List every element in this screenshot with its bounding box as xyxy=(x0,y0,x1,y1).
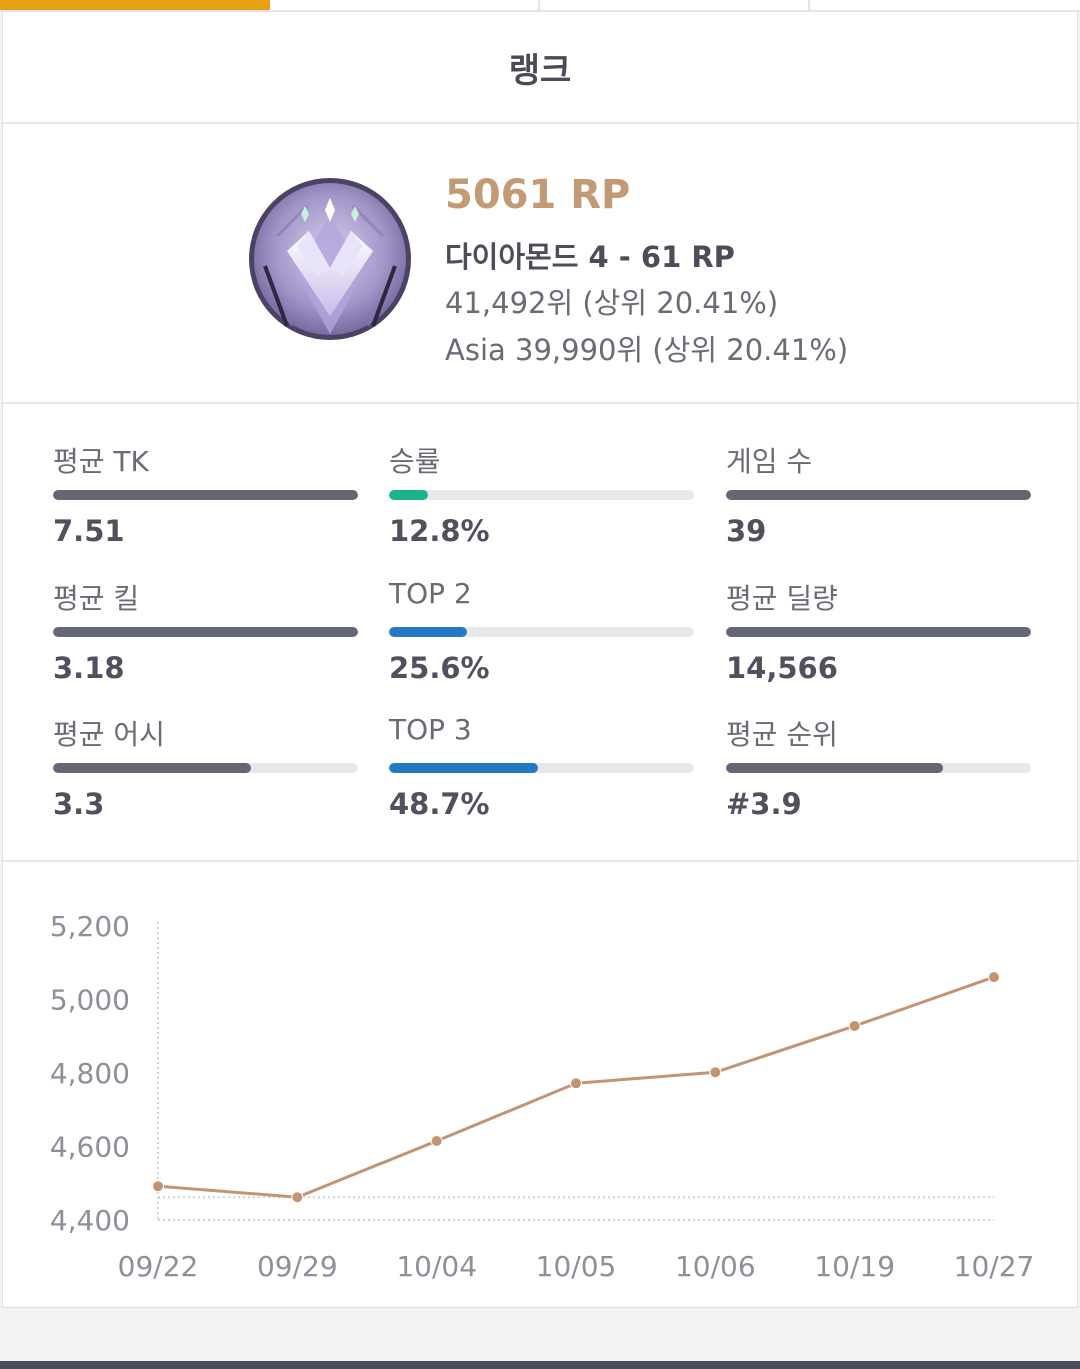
tier-name: 다이아몬드 4 - 61 RP xyxy=(445,240,735,274)
stat-bar xyxy=(726,490,1031,500)
x-tick-label: 09/22 xyxy=(118,1250,199,1283)
region-rank: Asia 39,990위 (상위 20.41%) xyxy=(445,333,849,367)
top-tab-strip xyxy=(0,0,1080,12)
stat-value: 48.7% xyxy=(389,787,490,821)
stat-label: 평균 순위 xyxy=(726,718,838,751)
stat-value: 14,566 xyxy=(726,651,838,685)
card-header: 랭크 xyxy=(3,12,1077,124)
stat-bar-fill xyxy=(726,763,943,773)
y-tick-label: 4,800 xyxy=(50,1057,130,1090)
rp-history-chart: 5,200 5,000 4,800 4,600 4,400 09/22 09/29 10/04… xyxy=(3,862,1077,1308)
stat-bar xyxy=(389,627,694,637)
x-tick-label: 10/06 xyxy=(675,1250,756,1283)
stat-bar xyxy=(53,763,358,773)
stat-bar-fill xyxy=(726,627,1031,637)
stat-value: 3.3 xyxy=(53,787,105,821)
rank-summary: 5061 RP 다이아몬드 4 - 61 RP 41,492위 (상위 20.4… xyxy=(3,124,1077,404)
stat-avg-damage: 평균 딜량 14,566 xyxy=(726,577,1032,685)
stat-bar-fill xyxy=(53,763,252,773)
x-tick-label: 10/27 xyxy=(954,1250,1035,1283)
stat-value: #3.9 xyxy=(726,787,802,821)
stat-bar-fill xyxy=(53,627,358,637)
stat-label: 평균 어시 xyxy=(53,718,165,751)
diamond-tier-emblem-icon xyxy=(249,178,411,340)
stat-win-rate: 승률 12.8% xyxy=(389,440,695,548)
data-point xyxy=(291,1191,304,1204)
stat-label: 승률 xyxy=(389,445,441,478)
x-tick-label: 10/05 xyxy=(536,1250,617,1283)
stat-avg-tk: 평균 TK 7.51 xyxy=(53,440,359,548)
stat-bar-fill xyxy=(389,763,538,773)
data-point xyxy=(709,1066,722,1079)
stat-value: 12.8% xyxy=(389,514,490,548)
stat-label: TOP 2 xyxy=(389,577,472,610)
y-tick-label: 4,400 xyxy=(50,1204,130,1237)
rp-line-chart: 5,200 5,000 4,800 4,600 4,400 09/22 09/29 10/04… xyxy=(50,910,1035,1283)
stat-avg-assists: 평균 어시 3.3 xyxy=(53,713,359,821)
stat-bar xyxy=(53,627,358,637)
stat-bar-fill xyxy=(53,490,358,500)
stat-value: 39 xyxy=(726,514,767,548)
stat-label: TOP 3 xyxy=(389,713,472,746)
stat-bar-fill xyxy=(389,627,468,637)
page-title: 랭크 xyxy=(508,50,572,91)
stat-value: 25.6% xyxy=(389,651,490,685)
stat-avg-kills: 평균 킬 3.18 xyxy=(53,577,359,685)
stat-avg-placement: 평균 순위 #3.9 xyxy=(726,713,1032,821)
stat-value: 3.18 xyxy=(53,651,125,685)
stat-bar xyxy=(53,490,358,500)
data-point xyxy=(988,971,1000,984)
x-tick-label: 10/19 xyxy=(814,1250,895,1283)
data-point xyxy=(152,1180,164,1193)
stat-games: 게임 수 39 xyxy=(726,440,1032,548)
tab-active-indicator[interactable] xyxy=(0,0,270,10)
stat-top3: TOP 3 48.7% xyxy=(389,713,695,821)
stat-label: 평균 딜량 xyxy=(726,582,838,615)
data-point xyxy=(848,1019,861,1032)
tab-divider xyxy=(538,0,540,10)
tab-divider xyxy=(808,0,810,10)
stat-bar-fill xyxy=(726,490,1031,500)
stat-label: 평균 킬 xyxy=(53,582,140,615)
rp-value: 5061 RP xyxy=(445,172,631,218)
stat-value: 7.51 xyxy=(53,514,125,548)
stat-bar xyxy=(726,627,1031,637)
y-tick-label: 4,600 xyxy=(50,1131,130,1164)
global-rank: 41,492위 (상위 20.41%) xyxy=(445,286,779,320)
stat-top2: TOP 2 25.6% xyxy=(389,577,695,685)
data-point xyxy=(430,1134,443,1147)
y-tick-label: 5,200 xyxy=(50,910,130,943)
stats-grid: 평균 TK 7.51 승률 12.8% 게임 수 39 평균 킬 3.18 xyxy=(3,404,1077,862)
stat-bar xyxy=(726,763,1031,773)
stat-label: 게임 수 xyxy=(726,445,813,478)
bottom-bar xyxy=(0,1361,1080,1369)
stat-label: 평균 TK xyxy=(53,445,149,478)
stat-bar xyxy=(389,490,694,500)
rank-card: 랭크 xyxy=(2,12,1078,1308)
data-point xyxy=(570,1077,582,1090)
stat-bar xyxy=(389,763,694,773)
stat-bar-fill xyxy=(389,490,429,500)
x-tick-label: 09/29 xyxy=(257,1250,338,1283)
y-tick-label: 5,000 xyxy=(50,984,130,1017)
x-tick-label: 10/04 xyxy=(396,1250,477,1283)
